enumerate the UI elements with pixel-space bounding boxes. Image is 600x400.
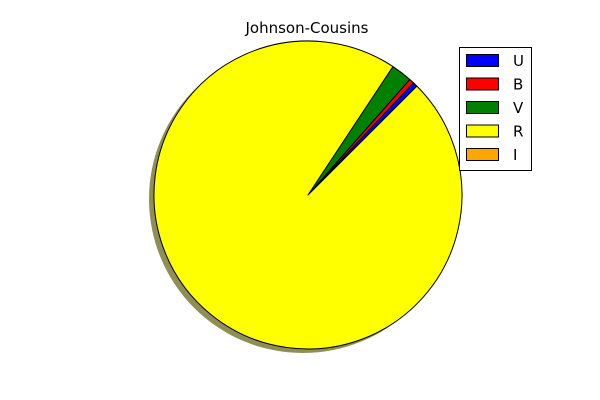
legend-label-r: R [513,123,523,141]
legend-label-i: I [513,146,517,164]
legend-swatch-i [466,148,499,161]
legend-swatch-v [466,101,499,114]
legend-label-u: U [513,52,524,70]
chart-title: Johnson-Cousins [245,19,369,37]
legend-swatch-b [466,77,499,91]
legend-label-v: V [513,99,524,117]
legend-swatch-u [466,54,499,67]
legend-label-b: B [513,76,523,94]
pie-slice-r [153,40,463,350]
pie-slices [153,40,463,350]
legend-swatch-r [466,124,499,138]
